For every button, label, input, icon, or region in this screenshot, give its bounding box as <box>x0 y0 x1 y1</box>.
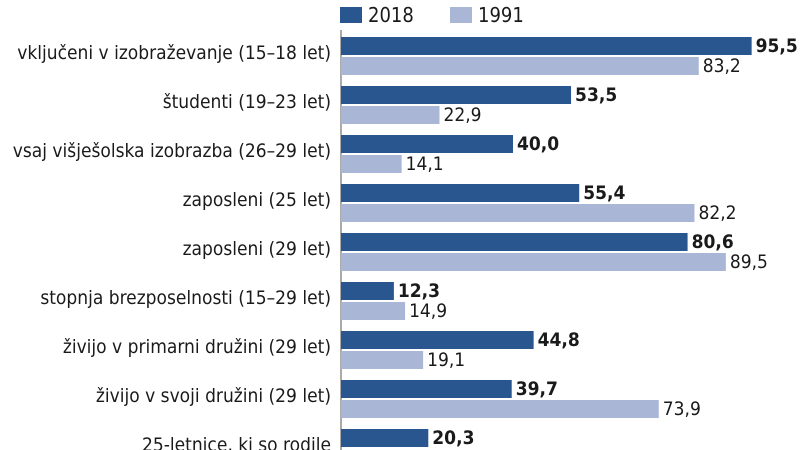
data-label-2018: 53,5 <box>575 84 617 106</box>
legend-swatch-1991 <box>450 7 472 23</box>
legend: 2018 1991 <box>340 3 524 27</box>
category-label: študenti (19–23 let) <box>163 91 331 113</box>
data-label-1991: 83,2 <box>703 55 741 77</box>
bar-2018 <box>341 86 572 104</box>
category-label: 25-letnice, ki so rodile <box>142 434 331 450</box>
data-label-1991: 19,1 <box>427 349 465 371</box>
legend-swatch-2018 <box>340 7 362 23</box>
bar-1991 <box>341 57 699 75</box>
bar-1991 <box>341 302 406 320</box>
category-label: vključeni v izobraževanje (15–18 let) <box>17 42 331 64</box>
category-label: živijo v svoji družini (29 let) <box>96 385 331 407</box>
data-label-1991: 73,9 <box>663 398 701 420</box>
data-label-2018: 44,8 <box>538 329 580 351</box>
category-label: stopnja brezposelnosti (15–29 let) <box>40 287 331 309</box>
data-label-1991: 89,5 <box>730 251 768 273</box>
category-label: vsaj višješolska izobrazba (26–29 let) <box>13 140 331 162</box>
category-label: zaposleni (25 let) <box>183 189 331 211</box>
data-label-1991: 14,9 <box>409 300 447 322</box>
data-label-2018: 39,7 <box>516 378 558 400</box>
data-label-1991: 14,1 <box>406 153 444 175</box>
data-label-2018: 20,3 <box>432 427 474 449</box>
bar-1991 <box>341 253 726 271</box>
legend-label-2018: 2018 <box>368 3 414 27</box>
data-label-2018: 12,3 <box>398 280 440 302</box>
data-label-1991: 22,9 <box>443 104 481 126</box>
bar-1991 <box>341 204 695 222</box>
bar-2018 <box>341 233 688 251</box>
bar-2018 <box>341 135 513 153</box>
data-label-2018: 55,4 <box>583 182 625 204</box>
bar-2018 <box>341 429 429 447</box>
category-label: živijo v primarni družini (29 let) <box>63 336 331 358</box>
category-label: zaposleni (29 let) <box>183 238 331 260</box>
bar-2018 <box>341 184 580 202</box>
bar-2018 <box>341 331 534 349</box>
data-label-2018: 40,0 <box>517 133 559 155</box>
bar-1991 <box>341 155 402 173</box>
bar-2018 <box>341 282 394 300</box>
bar-1991 <box>341 351 424 369</box>
bar-1991 <box>341 106 440 124</box>
data-label-2018: 80,6 <box>692 231 734 253</box>
bar-2018 <box>341 380 512 398</box>
data-label-2018: 95,5 <box>756 35 798 57</box>
bar-1991 <box>341 400 659 418</box>
data-label-1991: 82,2 <box>698 202 736 224</box>
bar-2018 <box>341 37 752 55</box>
legend-label-1991: 1991 <box>478 3 524 27</box>
